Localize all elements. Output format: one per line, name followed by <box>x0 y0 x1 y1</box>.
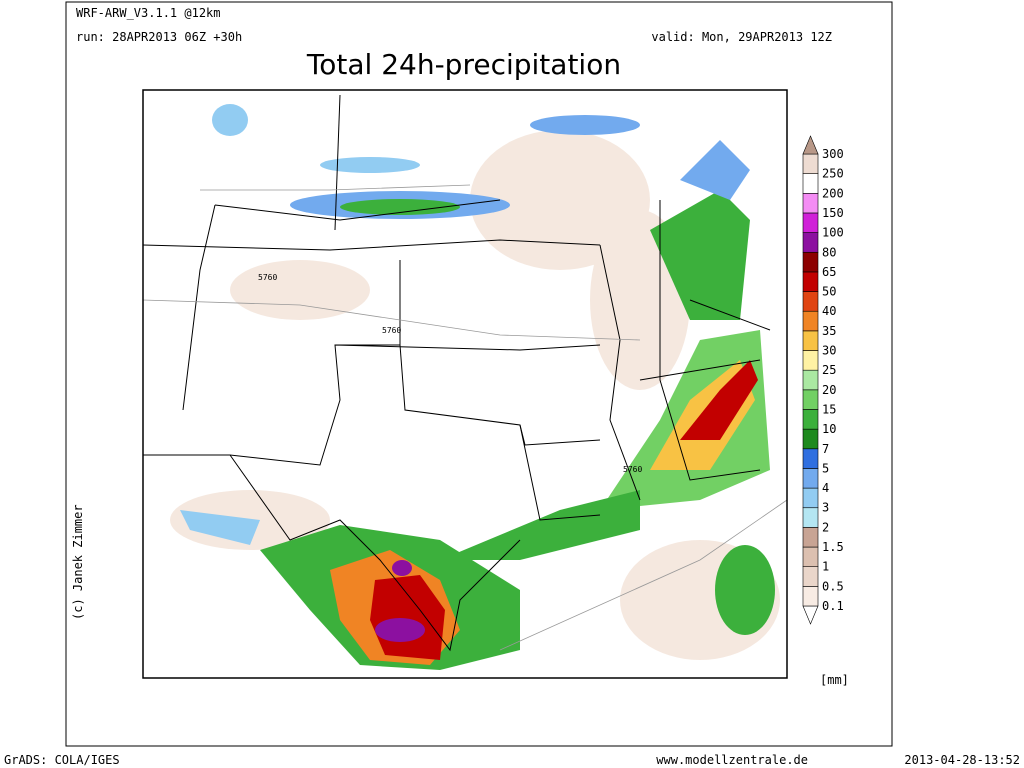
colorbar-box <box>802 487 819 509</box>
colorbar-box <box>802 546 819 567</box>
colorbar-label: 0.5 <box>822 579 844 593</box>
colorbar-box <box>802 448 819 469</box>
colorbar-label: 65 <box>822 265 836 279</box>
colorbar-label: 200 <box>822 186 844 200</box>
contour-label: 5760 <box>623 465 642 474</box>
colorbar-box <box>802 468 819 489</box>
colorbar-box <box>802 369 819 391</box>
colorbar-label: 35 <box>822 324 836 338</box>
colorbar-box <box>802 527 819 548</box>
colorbar-label: 2 <box>822 520 829 534</box>
colorbar-box <box>802 428 819 450</box>
colorbar-label: 5 <box>822 461 829 475</box>
footer-timestamp: 2013-04-28-13:52 <box>904 753 1020 767</box>
model-label: WRF-ARW_V3.1.1 @12km <box>76 6 221 20</box>
colorbar-box <box>802 291 819 312</box>
title: Total 24h-precipitation <box>306 48 621 81</box>
footer-site: www.modellzentrale.de <box>656 753 808 767</box>
colorbar-box <box>802 310 819 332</box>
colorbar-label: 10 <box>822 422 836 436</box>
colorbar-box <box>802 507 819 528</box>
footer-left: GrADS: COLA/IGES <box>4 753 120 767</box>
colorbar-box <box>802 193 819 214</box>
colorbar-unit: [mm] <box>820 673 849 687</box>
credit: (c) Janek Zimmer <box>71 504 85 620</box>
colorbar-label: 80 <box>822 245 836 259</box>
colorbar-box <box>802 409 819 430</box>
colorbar-label: 40 <box>822 304 836 318</box>
colorbar-box <box>802 173 819 194</box>
colorbar-label: 150 <box>822 206 844 220</box>
colorbar-box <box>802 566 819 587</box>
colorbar-box <box>802 212 819 233</box>
colorbar-label: 7 <box>822 442 829 456</box>
colorbar-label: 300 <box>822 147 844 161</box>
colorbar-label: 30 <box>822 344 836 358</box>
colorbar-label: 20 <box>822 383 836 397</box>
valid-label: valid: Mon, 29APR2013 12Z <box>651 30 832 44</box>
run-label: run: 28APR2013 06Z +30h <box>76 30 242 44</box>
colorbar-box <box>802 586 819 607</box>
colorbar-box <box>802 271 819 292</box>
map: 5760 5760 5760 <box>142 89 788 679</box>
colorbar-label: 0.1 <box>822 599 844 613</box>
colorbar-box <box>802 232 819 253</box>
colorbar-label: 25 <box>822 363 836 377</box>
colorbar-box <box>802 330 819 351</box>
colorbar-label: 250 <box>822 167 844 181</box>
colorbar-label: 1.5 <box>822 540 844 554</box>
colorbar-box <box>802 350 819 371</box>
colorbar-label: 100 <box>822 226 844 240</box>
colorbar-box <box>802 251 819 273</box>
colorbar-label: 4 <box>822 481 829 495</box>
colorbar: 0.1 0.5 1 1.5 2 3 4 5 7 10 15 20 25 30 35 40 50 65 80 100 15… <box>802 135 844 625</box>
colorbar-triangle <box>802 135 819 155</box>
colorbar-box <box>802 153 819 174</box>
contour-label: 5760 <box>382 326 401 335</box>
colorbar-label: 1 <box>822 560 829 574</box>
colorbar-label: 50 <box>822 285 836 299</box>
colorbar-label: 3 <box>822 501 829 515</box>
contour-label: 5760 <box>258 273 277 282</box>
colorbar-box <box>802 389 819 410</box>
colorbar-label: 15 <box>822 402 836 416</box>
